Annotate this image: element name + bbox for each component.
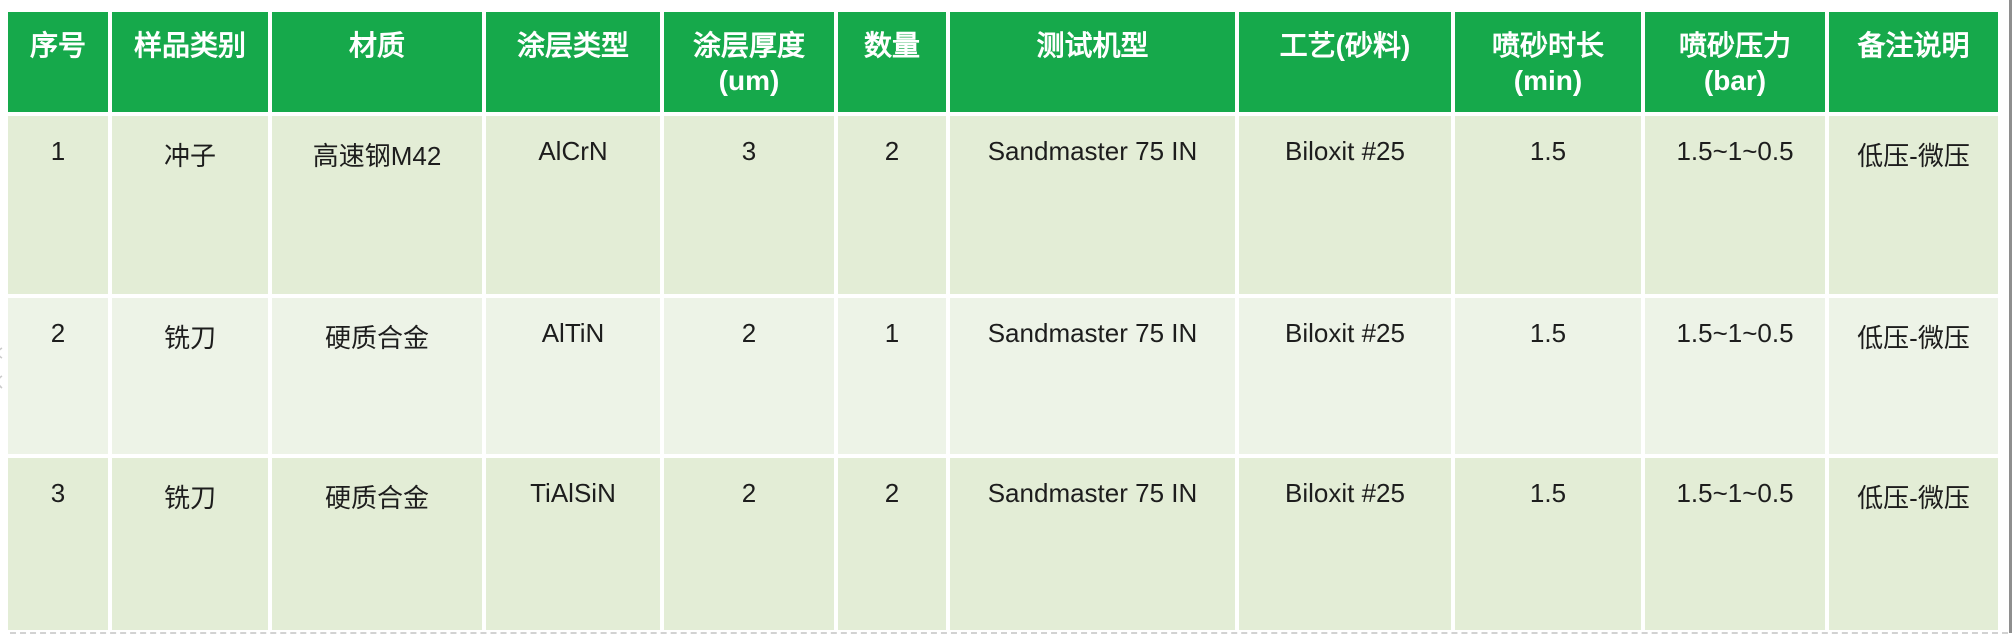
cell-test-machine: Sandmaster 75 IN [950,458,1235,630]
spec-table-container: 序号 样品类别 材质 涂层类型 涂层厚度 (um) [4,8,2002,634]
col-header-label: 样品类别 [133,30,246,61]
cell-coating-thickness: 2 [664,298,834,454]
cell-process-abrasive: Biloxit #25 [1239,298,1451,454]
cell-quantity: 2 [838,116,946,294]
cell-blast-duration: 1.5 [1455,298,1641,454]
cell-coating-thickness: 3 [664,116,834,294]
col-header-label: 测试机型 [1036,30,1149,61]
cell-coating-type: TiAlSiN [486,458,660,630]
col-header-unit: (bar) [1703,65,1767,96]
col-header-blast-pressure: 喷砂压力 (bar) [1645,12,1825,112]
cell-test-machine: Sandmaster 75 IN [950,116,1235,294]
col-header-label: 序号 [29,30,86,61]
cell-coating-type: AlTiN [486,298,660,454]
cell-process-abrasive: Biloxit #25 [1239,116,1451,294]
col-header-label: 喷砂时长 [1491,30,1604,61]
col-header-label: 数量 [863,30,920,61]
cell-blast-duration: 1.5 [1455,116,1641,294]
cell-quantity: 1 [838,298,946,454]
cell-remarks: 低压-微压 [1829,116,1998,294]
col-header-material: 材质 [272,12,482,112]
table-row: 2 铣刀 硬质合金 AlTiN 2 1 Sandmaster 75 IN Biloxit #2… [8,298,1998,454]
cell-material: 高速钢M42 [272,116,482,294]
col-header-sample-category: 样品类别 [112,12,268,112]
cell-sample-category: 冲子 [112,116,268,294]
col-header-label: 备注说明 [1857,30,1970,61]
col-header-unit: (min) [1513,65,1583,96]
table-row: 3 铣刀 硬质合金 TiAlSiN 2 2 Sandmaster 75 IN Biloxit … [8,458,1998,630]
cell-blast-pressure: 1.5~1~0.5 [1645,298,1825,454]
col-header-label: 涂层类型 [516,30,629,61]
cell-coating-type: AlCrN [486,116,660,294]
col-header-coating-type: 涂层类型 [486,12,660,112]
sandblasting-spec-table: 序号 样品类别 材质 涂层类型 涂层厚度 (um) [4,8,2002,634]
cell-blast-duration: 1.5 [1455,458,1641,630]
cell-quantity: 2 [838,458,946,630]
table-row: 1 冲子 高速钢M42 AlCrN 3 2 Sandmaster 75 IN Biloxit … [8,116,1998,294]
col-header-process-abrasive: 工艺(砂料) [1239,12,1451,112]
col-header-serial: 序号 [8,12,108,112]
cell-material: 硬质合金 [272,458,482,630]
cell-remarks: 低压-微压 [1829,298,1998,454]
cell-sample-category: 铣刀 [112,298,268,454]
cell-remarks: 低压-微压 [1829,458,1998,630]
col-header-label: 喷砂压力 [1678,30,1791,61]
cell-serial: 3 [8,458,108,630]
screenshot-edge-artifact [0,347,3,389]
table-header-row: 序号 样品类别 材质 涂层类型 涂层厚度 (um) [8,12,1998,112]
cell-blast-pressure: 1.5~1~0.5 [1645,458,1825,630]
cell-material: 硬质合金 [272,298,482,454]
col-header-blast-duration: 喷砂时长 (min) [1455,12,1641,112]
col-header-label: 涂层厚度 [692,30,805,61]
col-header-quantity: 数量 [838,12,946,112]
col-header-coating-thickness: 涂层厚度 (um) [664,12,834,112]
cell-test-machine: Sandmaster 75 IN [950,298,1235,454]
cell-serial: 1 [8,116,108,294]
window-right-edge-line [2009,0,2012,633]
col-header-unit: (um) [718,65,780,96]
cell-blast-pressure: 1.5~1~0.5 [1645,116,1825,294]
col-header-label: 工艺(砂料) [1279,30,1411,61]
col-header-test-machine: 测试机型 [950,12,1235,112]
cell-sample-category: 铣刀 [112,458,268,630]
table-bottom-edge-line [10,632,2008,634]
cell-process-abrasive: Biloxit #25 [1239,458,1451,630]
col-header-remarks: 备注说明 [1829,12,1998,112]
col-header-label: 材质 [348,30,405,61]
cell-coating-thickness: 2 [664,458,834,630]
table-body: 1 冲子 高速钢M42 AlCrN 3 2 Sandmaster 75 IN Biloxit … [8,116,1998,630]
cell-serial: 2 [8,298,108,454]
